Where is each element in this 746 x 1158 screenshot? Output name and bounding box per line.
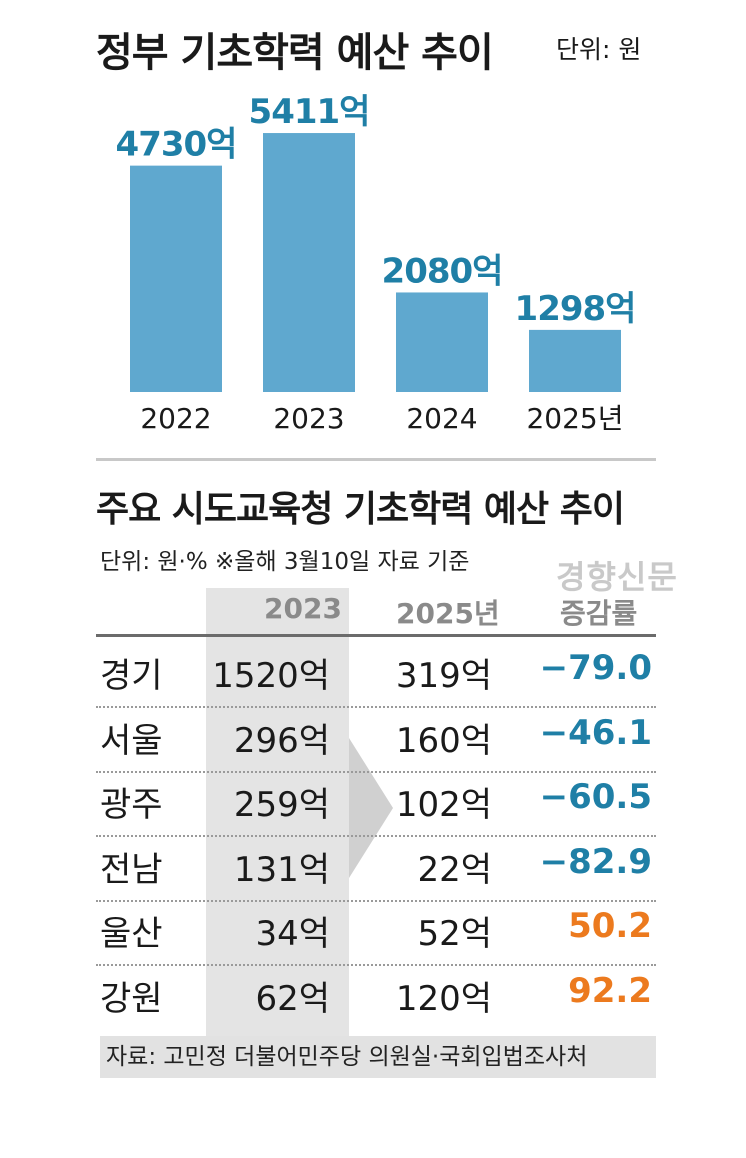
table-row: 전남 131억 22억 −82.9 [96,836,656,902]
column-header-2023: 2023 [264,592,342,625]
change-rate: −79.0 [539,648,652,688]
value-2023: 131억 [233,849,330,890]
change-rate: −46.1 [539,712,652,753]
region-name: 서울 [100,720,163,761]
chart-title: 정부 기초학력 예산 추이 [96,30,494,76]
row-divider [96,899,656,902]
region-name: 전남 [100,849,163,890]
budget-bar-chart: 정부 기초학력 예산 추이 단위: 원 4730억 2022 5411억 2023 20… [0,0,746,470]
bar-2 [396,292,488,392]
regional-budget-table: 주요 시도교육청 기초학력 예산 추이 단위: 원·% ※올해 3월10일 자료… [0,470,746,1158]
x-tick-label-1: 2023 [273,402,344,435]
row-divider [96,770,656,773]
bar-value-label-0: 4730억 [116,125,237,165]
x-tick-label-2: 2024 [406,402,477,435]
watermark-text: 경향신문 [556,558,678,596]
table-row: 서울 296억 160억 −46.1 [96,707,656,773]
row-divider [96,706,656,708]
table-note: 단위: 원·% ※올해 3월10일 자료 기준 [100,549,470,575]
value-2023: 296억 [233,720,330,761]
value-2023: 34억 [255,914,330,954]
row-divider [96,964,656,966]
value-2025: 22억 [417,849,492,890]
region-name: 강원 [100,978,163,1019]
change-rate: 50.2 [568,906,652,946]
value-2025: 120억 [395,978,492,1019]
table-row: 울산 34억 52억 50.2 [96,900,656,966]
column-header-2025: 2025년 [396,597,500,630]
value-2023: 259억 [233,785,330,825]
chart-unit-label: 단위: 원 [556,35,642,64]
table-row: 경기 1520억 319억 −79.0 [96,642,656,708]
source-note: 자료: 고민정 더불어민주당 의원실·국회입법조사처 [100,1036,656,1078]
bar-value-label-3: 1298억 [515,289,636,329]
table-row: 강원 62억 120억 92.2 [96,965,656,1023]
value-2023: 62억 [255,978,330,1019]
region-name: 경기 [100,656,163,696]
value-2025: 52억 [417,914,492,954]
value-2023: 1520억 [212,656,330,696]
region-name: 광주 [100,785,163,825]
table-row: 광주 259억 102억 −60.5 [96,771,656,837]
value-2025: 160억 [395,720,492,761]
header-rule [96,634,656,637]
highlight-column [206,588,349,1058]
region-name: 울산 [100,914,163,954]
bar-value-label-1: 5411억 [249,92,370,132]
bar-1 [263,133,355,393]
column-header-rate: 증감률 [560,597,638,630]
bar-value-label-2: 2080억 [382,251,503,291]
x-tick-label-0: 2022 [140,402,211,435]
x-tick-label-3: 2025년 [526,402,623,435]
bar-plot-area: 4730억 2022 5411억 2023 2080억 2024 1298억 2025년 [116,92,637,435]
bar-0 [130,165,222,392]
change-rate: 92.2 [568,970,652,1011]
section-divider [96,458,656,461]
value-2025: 102억 [395,785,492,825]
change-rate: −82.9 [539,841,652,882]
arrow-right-icon [349,738,393,878]
bar-3 [529,329,621,392]
table-title: 주요 시도교육청 기초학력 예산 추이 [96,489,625,530]
change-rate: −60.5 [539,777,652,817]
row-divider [96,835,656,837]
value-2025: 319억 [395,656,492,696]
